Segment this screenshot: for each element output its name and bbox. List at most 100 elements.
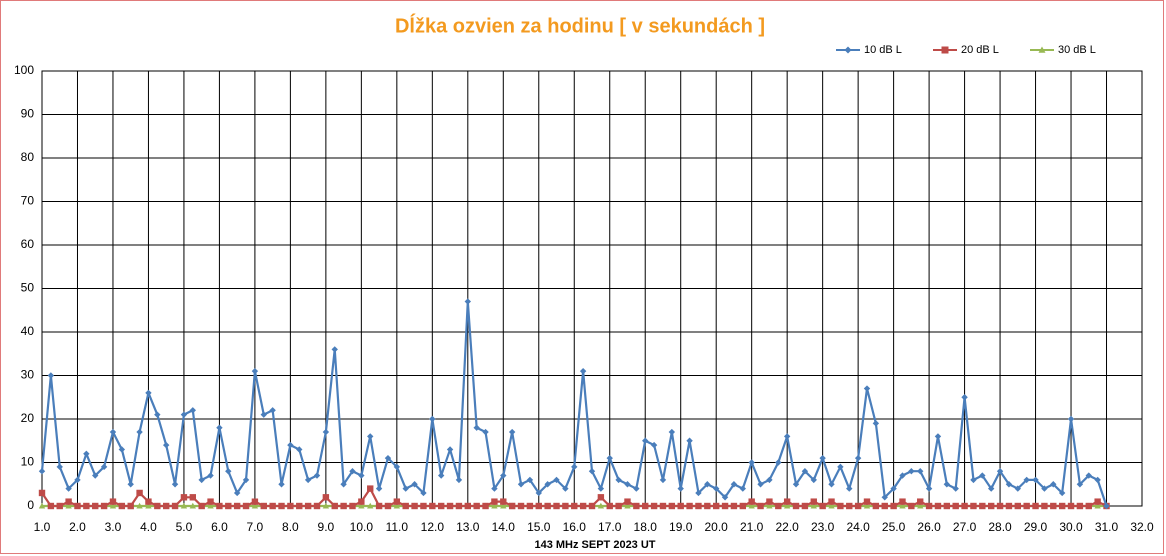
data-point <box>810 498 817 505</box>
data-point <box>1041 502 1048 510</box>
data-point <box>207 498 214 505</box>
data-point <box>712 502 720 510</box>
data-point <box>1094 502 1101 509</box>
data-point <box>65 485 72 492</box>
data-point <box>393 463 401 471</box>
data-point <box>251 367 259 375</box>
data-point <box>943 481 951 488</box>
data-point <box>553 476 560 484</box>
x-tick-label: 12.0 <box>421 520 445 534</box>
data-point <box>579 367 587 375</box>
data-point <box>1094 476 1101 484</box>
data-point <box>1014 502 1022 510</box>
data-point <box>819 502 826 510</box>
data-point <box>145 498 152 505</box>
data-point <box>464 298 472 305</box>
data-point <box>846 502 853 510</box>
data-point <box>109 498 117 505</box>
data-point <box>260 502 267 510</box>
data-point <box>686 502 693 510</box>
data-point <box>455 476 463 484</box>
data-point <box>810 502 817 509</box>
data-point <box>47 372 55 379</box>
data-point <box>1067 415 1075 423</box>
data-point <box>74 476 81 484</box>
data-point <box>908 502 915 510</box>
data-point <box>899 472 906 479</box>
data-point <box>216 424 223 431</box>
data-point <box>136 489 143 497</box>
data-point <box>109 428 117 436</box>
data-point <box>624 481 631 488</box>
x-tick-label: 3.0 <box>105 520 122 534</box>
data-point <box>917 468 924 475</box>
data-point <box>606 454 613 462</box>
data-point <box>553 502 560 510</box>
x-tick-label: 1.0 <box>34 520 51 534</box>
data-point <box>162 441 170 449</box>
data-point <box>526 476 534 484</box>
data-point <box>987 485 995 492</box>
data-point <box>482 428 489 436</box>
data-point <box>712 485 720 492</box>
data-point <box>1005 502 1013 510</box>
x-tick-label: 31.0 <box>1095 520 1119 534</box>
data-point <box>810 476 817 484</box>
data-point <box>633 502 640 510</box>
y-tick-label: 20 <box>21 411 35 425</box>
data-point <box>242 476 250 484</box>
x-axis-label: 143 MHz SEPT 2023 UT <box>534 539 655 551</box>
data-point <box>535 489 542 497</box>
data-point <box>970 476 977 484</box>
data-point <box>535 502 542 510</box>
data-point <box>56 463 63 471</box>
data-point <box>952 502 959 510</box>
data-point <box>517 502 525 510</box>
x-tick-label: 11.0 <box>386 520 409 534</box>
data-point <box>792 502 800 510</box>
data-point <box>358 502 365 509</box>
data-point <box>996 502 1004 510</box>
data-point <box>863 502 871 509</box>
data-point <box>429 502 436 510</box>
data-point <box>801 502 809 510</box>
legend-marker <box>941 46 949 54</box>
x-tick-label: 32.0 <box>1130 520 1154 534</box>
data-point <box>322 428 330 436</box>
data-point <box>491 502 498 509</box>
y-tick-label: 60 <box>21 237 35 251</box>
x-tick-label: 23.0 <box>811 520 835 534</box>
data-point <box>881 494 888 501</box>
data-point <box>198 502 205 510</box>
data-point <box>642 502 649 510</box>
y-tick-label: 80 <box>21 150 35 164</box>
data-point <box>854 454 862 462</box>
data-point <box>65 498 72 505</box>
data-point <box>704 502 711 510</box>
data-point <box>313 472 321 479</box>
x-tick-label: 25.0 <box>882 520 906 534</box>
data-point <box>83 450 90 457</box>
data-point <box>739 502 747 510</box>
y-tick-label: 10 <box>21 455 35 469</box>
data-point <box>340 502 347 510</box>
data-point <box>730 481 738 488</box>
data-point <box>624 502 631 509</box>
data-point <box>775 502 782 510</box>
x-tick-label: 6.0 <box>211 520 228 534</box>
x-tick-label: 30.0 <box>1059 520 1083 534</box>
legend-label: 30 dB L <box>1058 44 1096 56</box>
data-point <box>899 502 906 509</box>
data-point <box>872 502 880 510</box>
data-point <box>1103 502 1110 510</box>
x-tick-label: 13.0 <box>456 520 480 534</box>
data-point <box>739 485 747 492</box>
data-point <box>180 411 188 418</box>
y-tick-label: 30 <box>21 368 35 382</box>
data-point <box>411 481 418 488</box>
data-point <box>331 346 338 353</box>
data-point <box>952 485 959 492</box>
data-point <box>500 502 507 509</box>
data-point <box>136 502 143 509</box>
data-point <box>367 433 374 440</box>
